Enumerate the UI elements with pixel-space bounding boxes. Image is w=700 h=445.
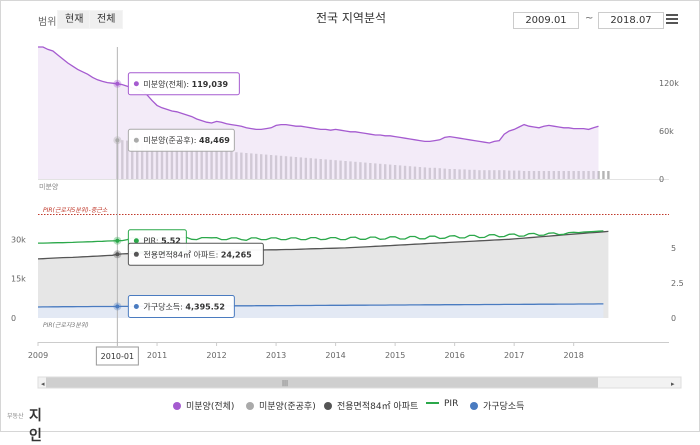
tooltip-dot (133, 251, 139, 257)
tooltip-box (127, 72, 240, 96)
tooltip-text: 전용면적84㎡ 아파트: 24,265 (143, 249, 252, 259)
x-tick-label: 2009 (28, 351, 48, 360)
chart-legend: 미분양(전체) 미분양(준공후) 전용면적84㎡ 아파트 PIR 가구당소득 (1, 399, 700, 415)
left-y-tick: 15k (11, 275, 26, 284)
tooltip-text: 미분양(전체): 119,039 (143, 79, 228, 89)
legend-marker (246, 402, 254, 410)
range-all-button[interactable]: 전체 (89, 10, 124, 29)
x-tick-label: 2013 (266, 351, 286, 360)
legend-item[interactable]: 전용면적84㎡ 아파트 (324, 399, 418, 412)
legend-label: PIR (444, 399, 459, 409)
date-to-input[interactable]: 2018.07 (598, 12, 664, 29)
bar-unsold-completed (607, 171, 610, 179)
legend-item[interactable]: 미분양(전체) (173, 399, 234, 412)
scroll-left-arrow-icon: ◂ (41, 380, 45, 388)
chart-svg: 미분양 120k 60k 0 30k 15k 0 5 2.5 0 PIR(근로자5분위)-중근소 PI… (11, 46, 684, 389)
brand-logo: 부동산 지인 (7, 408, 42, 444)
x-tick-label: 2011 (147, 351, 167, 360)
upper-panel-label: 미분양 (39, 182, 59, 191)
scrollbar-thumb (46, 377, 598, 388)
bar-unsold-completed (602, 171, 605, 179)
legend-marker (470, 402, 478, 410)
tooltip-text: 미분양(준공후): 48,469 (143, 136, 230, 145)
crosshair-date-label: 2010-01 (101, 352, 134, 361)
pir-reference-label: PIR(근로자5분위)-중근소 (43, 207, 108, 214)
hover-marker-dot (115, 138, 120, 143)
tooltip-text: PIR: 5.52 (143, 237, 180, 246)
tooltip-box (127, 242, 264, 266)
hover-marker-dot (115, 81, 120, 86)
right-y-tick: 5 (671, 244, 676, 253)
right-y-tick: 2.5 (671, 279, 684, 288)
tooltip-dot (133, 238, 139, 244)
tooltip-dot (133, 137, 139, 143)
upper-y-tick: 60k (659, 127, 674, 136)
tooltip-dot (133, 81, 139, 87)
legend-marker (426, 402, 439, 404)
legend-label: 미분양(전체) (186, 402, 235, 412)
pir-bottom-label: PIR(근로자3분위) (43, 322, 89, 329)
hover-marker-dot (115, 238, 120, 243)
x-tick-label: 2016 (444, 351, 464, 360)
range-label: 범위 (38, 17, 57, 28)
legend-label: 전용면적84㎡ 아파트 (337, 402, 419, 412)
x-tick-label: 2018 (564, 351, 584, 360)
legend-label: 미분양(준공후) (259, 402, 316, 412)
tooltip-box (127, 294, 235, 318)
scroll-right-arrow-icon: ▸ (671, 380, 675, 388)
upper-y-tick: 0 (659, 175, 664, 184)
tooltip-box (127, 128, 235, 152)
tooltip-text: 가구당소득: 4,395.52 (143, 301, 225, 311)
left-y-tick: 0 (11, 314, 16, 323)
date-range-separator: ~ (585, 13, 594, 24)
legend-item[interactable]: PIR (426, 399, 458, 409)
tooltip-dot (133, 303, 139, 309)
area-unsold-total (38, 47, 599, 179)
chart-title: 전국 지역분석 (315, 11, 387, 25)
left-y-tick: 30k (11, 235, 26, 244)
legend-item[interactable]: 미분양(준공후) (246, 399, 316, 412)
legend-marker (324, 402, 332, 410)
legend-label: 가구당소득 (483, 402, 525, 412)
x-tick-label: 2012 (206, 351, 226, 360)
x-tick-label: 2014 (325, 351, 345, 360)
right-y-tick: 0 (671, 314, 676, 323)
hover-marker-dot (115, 252, 120, 257)
x-tick-label: 2015 (385, 351, 405, 360)
scrollbar-grip-icon: ||| (282, 380, 288, 387)
hamburger-menu-icon[interactable] (666, 14, 678, 25)
hover-marker-dot (115, 304, 120, 309)
legend-marker (173, 402, 181, 410)
date-from-input[interactable]: 2009.01 (513, 12, 579, 29)
crosshair-date-box (95, 346, 139, 366)
upper-y-tick: 120k (659, 79, 679, 88)
x-tick-label: 2017 (504, 351, 524, 360)
legend-item[interactable]: 가구당소득 (470, 399, 524, 412)
